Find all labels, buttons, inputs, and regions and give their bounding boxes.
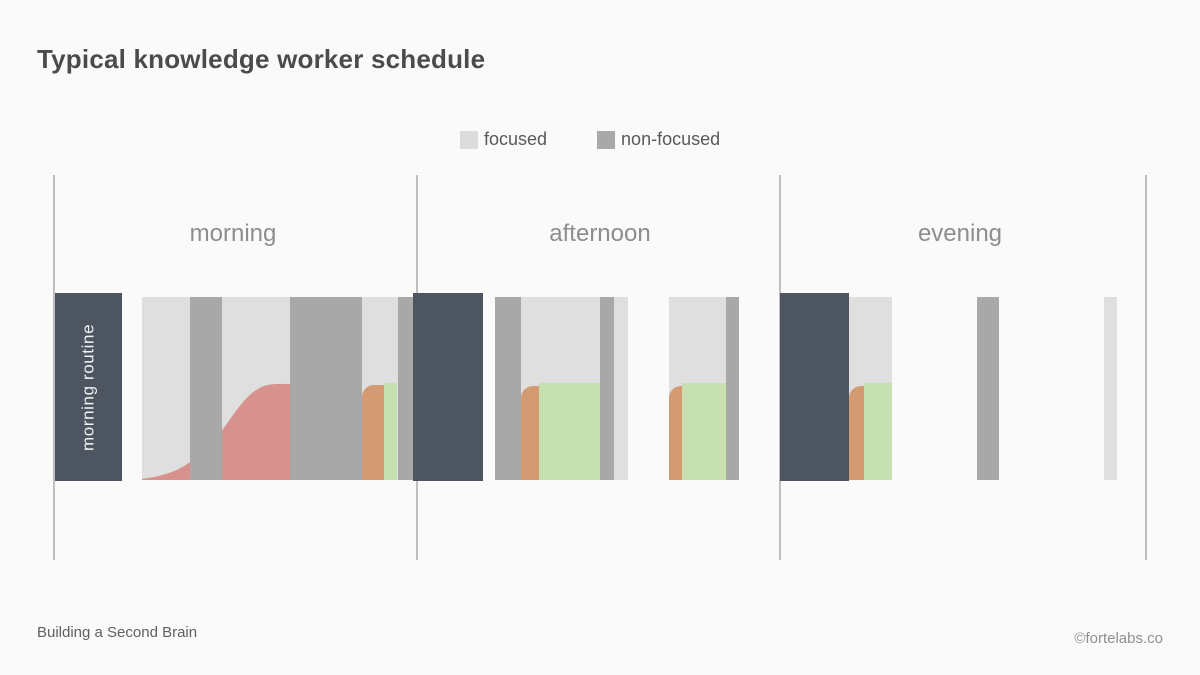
green-block xyxy=(864,383,892,480)
orange-block xyxy=(849,386,864,480)
non-focused-bar xyxy=(190,297,222,480)
section-divider-line xyxy=(1145,175,1147,560)
non-focused-swatch-icon xyxy=(597,130,616,149)
section-label-afternoon: afternoon xyxy=(549,220,651,247)
section-divider-line xyxy=(53,175,55,560)
green-block xyxy=(539,383,600,480)
focused-bar xyxy=(614,297,628,480)
non-focused-bar xyxy=(977,297,999,480)
legend-label: non-focused xyxy=(621,129,721,149)
orange-block xyxy=(362,385,384,480)
legend: focused non-focused xyxy=(460,129,720,150)
non-focused-bar xyxy=(600,297,614,480)
morning-routine-label: morning routine xyxy=(78,323,98,451)
copyright-caption: ©fortelabs.co xyxy=(1074,630,1163,647)
pink-area-curve xyxy=(142,383,290,480)
orange-block xyxy=(521,386,539,480)
dark-block xyxy=(780,293,849,481)
focused-swatch-icon xyxy=(460,130,478,149)
green-block xyxy=(384,383,397,480)
section-label-morning: morning xyxy=(189,220,277,247)
legend-label: focused xyxy=(484,129,548,149)
legend-item-focused: focused xyxy=(460,129,547,150)
non-focused-bar xyxy=(290,297,362,480)
orange-block xyxy=(669,386,682,480)
legend-item-non-focused: non-focused xyxy=(597,129,720,150)
green-block xyxy=(682,383,726,480)
focused-bar xyxy=(1104,297,1117,480)
dark-block xyxy=(413,293,483,481)
morning-routine-block: morning routine xyxy=(55,293,122,481)
non-focused-bar xyxy=(726,297,739,480)
source-caption: Building a Second Brain xyxy=(37,624,198,641)
focused-bar xyxy=(142,297,190,480)
page-title: Typical knowledge worker schedule xyxy=(37,44,486,74)
non-focused-bar xyxy=(495,297,521,480)
section-label-evening: evening xyxy=(917,220,1003,247)
non-focused-bar xyxy=(398,297,413,480)
